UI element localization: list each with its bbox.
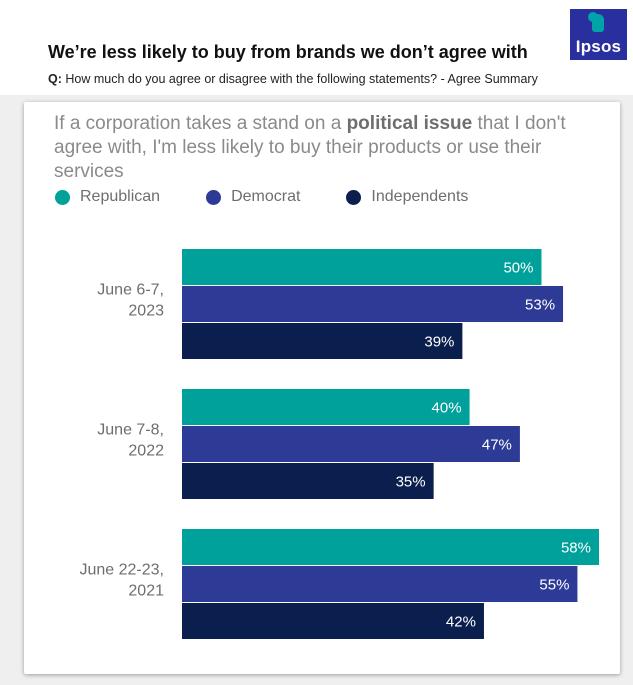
category-label: June 6-7, 2023 (97, 282, 164, 320)
bar-value-label: 40% (432, 400, 462, 417)
question-label: Q: (48, 72, 62, 86)
bar-value-label: 47% (482, 437, 512, 454)
page-title: We’re less likely to buy from brands we … (48, 42, 528, 62)
bar-independents (182, 603, 484, 639)
ipsos-logo: Ipsos (570, 9, 627, 60)
question-line: Q: How much do you agree or disagree wit… (48, 72, 538, 86)
statement-bold: political issue (346, 113, 473, 134)
legend-dot-democrat (206, 189, 222, 205)
legend-item-republican: Republican (55, 188, 160, 206)
question-text: How much do you agree or disagree with t… (65, 72, 538, 86)
legend-label-republican: Republican (80, 188, 161, 205)
bar-value-label: 35% (396, 474, 426, 491)
chart-legend: Republican Democrat Independents (55, 187, 514, 207)
bar-republican (182, 389, 470, 425)
bar-independents (182, 463, 434, 499)
legend-label-democrat: Democrat (231, 188, 301, 205)
bar-democrat (182, 566, 578, 602)
bar-value-label: 58% (561, 540, 591, 557)
category-label: June 22-23, 2021 (79, 562, 164, 600)
category-label: June 7-8, 2022 (97, 422, 164, 460)
statement-text-end: that I don't agree with, I'm less likely… (54, 113, 566, 182)
bar-value-label: 53% (525, 297, 555, 314)
bar-value-label: 55% (539, 577, 569, 594)
chart-statement: If a corporation takes a stand on a poli… (54, 112, 594, 184)
legend-dot-republican (55, 189, 70, 205)
statement-text-start: If a corporation takes a stand on a (54, 113, 347, 134)
bar-value-label: 50% (503, 260, 533, 277)
bar-independents (182, 323, 463, 359)
bar-democrat (182, 286, 564, 322)
legend-label-independents: Independents (371, 188, 469, 205)
legend-item-independents: Independents (346, 188, 468, 206)
bar-republican (182, 529, 599, 565)
legend-item-democrat: Democrat (206, 188, 300, 206)
bar-value-label: 42% (446, 614, 476, 631)
bar-value-label: 39% (424, 334, 454, 351)
logo-text: Ipsos (575, 37, 622, 56)
bar-democrat (182, 426, 520, 462)
bar-republican (182, 249, 542, 285)
legend-dot-independents (346, 189, 362, 205)
logo-figure-shape (592, 14, 604, 32)
